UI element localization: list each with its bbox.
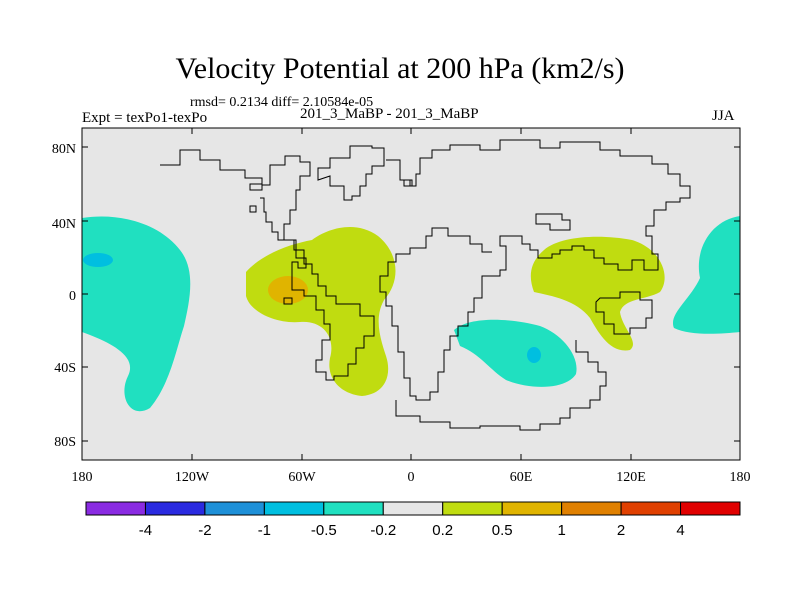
coastline-island-2 xyxy=(249,183,263,191)
y-tick-label: 80N xyxy=(52,142,76,157)
contour-negative-core-pacific xyxy=(83,253,113,267)
contour-positive-core-americas xyxy=(268,276,308,304)
colorbar-swatch xyxy=(620,501,682,516)
colorbar-swatch xyxy=(263,501,325,516)
colorbar-labels: -4 -2 -1 -0.5 -0.2 0.2 0.5 1 2 4 xyxy=(139,522,685,539)
x-tick-label: 120W xyxy=(175,470,210,485)
colorbar-label: 4 xyxy=(676,522,684,539)
contour-negative-pacific xyxy=(82,216,191,412)
contour-negative-core-indian xyxy=(527,347,541,363)
colorbar-swatch xyxy=(204,501,265,516)
season-label: JJA xyxy=(712,108,735,124)
coastline-southern-continent xyxy=(395,340,607,431)
coastline-greenland xyxy=(317,145,385,201)
contour-negative-indian xyxy=(454,319,577,387)
tick-marks xyxy=(81,128,741,460)
colorbar-swatch xyxy=(501,501,563,516)
contour-positive-asia xyxy=(530,236,665,351)
colorbar-swatch xyxy=(561,501,622,516)
x-tick-label: 180 xyxy=(730,470,751,485)
colorbar-label: -0.5 xyxy=(311,522,337,539)
colorbar-label: -1 xyxy=(258,522,271,539)
colorbar-label: -2 xyxy=(198,522,211,539)
colorbar-label: -0.2 xyxy=(370,522,396,539)
colorbar xyxy=(85,501,741,516)
x-tick-label: 120E xyxy=(616,470,646,485)
y-tick-label: 0 xyxy=(69,289,76,304)
coastline-island-1 xyxy=(535,213,571,231)
colorbar-label: 1 xyxy=(557,522,565,539)
coastline-island-5 xyxy=(403,179,413,187)
coastline-island-3 xyxy=(249,205,257,213)
coastline-island-4 xyxy=(283,297,293,305)
contour-negative-east-pacific xyxy=(672,216,740,334)
x-tick-label: 60W xyxy=(288,470,316,485)
coastlines xyxy=(160,139,691,431)
colorbar-swatch xyxy=(382,501,444,516)
coastline-australia xyxy=(595,291,653,335)
coastline-americas xyxy=(160,149,375,381)
x-tick-label: 180 xyxy=(72,470,93,485)
expt-label: Expt = texPo1-texPo xyxy=(82,110,208,126)
x-tick-label: 60E xyxy=(510,470,533,485)
colorbar-swatch xyxy=(144,501,206,516)
y-tick-label: 40S xyxy=(54,361,76,376)
colorbar-swatch xyxy=(85,501,146,516)
coastline-eurasia-africa xyxy=(379,139,691,401)
colorbar-label: 0.5 xyxy=(492,522,513,539)
contour-fills xyxy=(82,216,740,412)
colorbar-swatch xyxy=(442,501,503,516)
colorbar-label: -4 xyxy=(139,522,152,539)
y-tick-label: 80S xyxy=(54,435,76,450)
experiment-subtitle: 201_3_MaBP - 201_3_MaBP xyxy=(300,106,479,122)
colorbar-label: 2 xyxy=(617,522,625,539)
contour-positive-americas xyxy=(246,227,396,396)
x-tick-label: 0 xyxy=(408,470,415,485)
colorbar-label: 0.2 xyxy=(432,522,453,539)
colorbar-swatch xyxy=(680,501,741,516)
colorbar-swatch xyxy=(323,501,384,516)
y-tick-label: 40N xyxy=(52,217,76,232)
plot-title: Velocity Potential at 200 hPa (km2/s) xyxy=(175,52,625,85)
stats-label: rmsd= 0.2134 diff= 2.10584e-05 xyxy=(190,95,374,110)
